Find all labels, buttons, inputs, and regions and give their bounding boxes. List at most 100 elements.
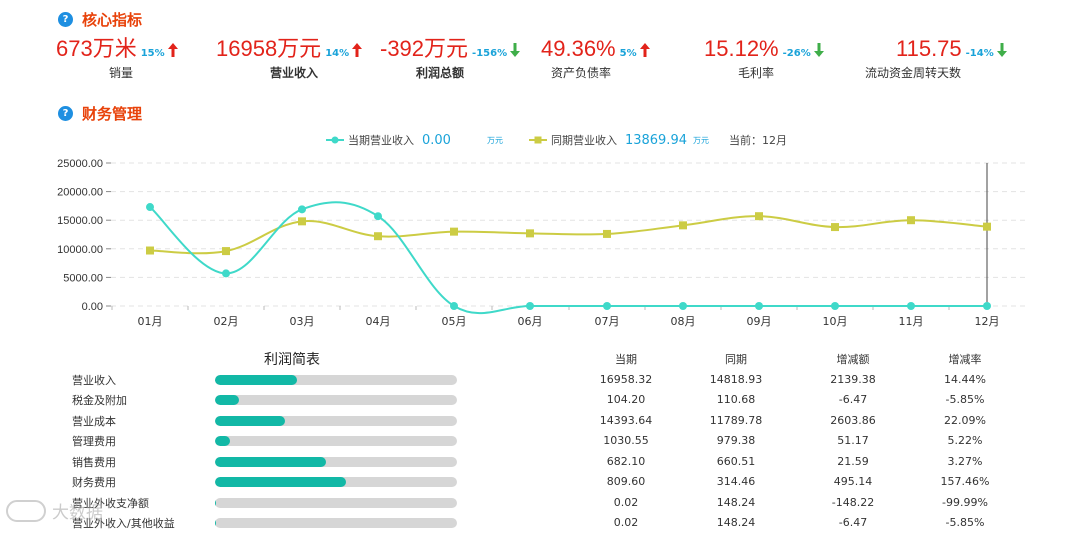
legend-current-unit: 万元 (486, 135, 503, 145)
kpi-sales: 673万米 15% 销量 (56, 36, 178, 86)
core-section-title: 核心指标 (82, 11, 143, 29)
kpi-change: 5% (619, 48, 637, 59)
cell-rate: 157.46% (940, 475, 990, 488)
kpi-change: -14% (965, 48, 994, 59)
legend-prior-unit: 万元 (692, 135, 709, 145)
kpi-value: 673万米 (56, 36, 137, 61)
x-tick-label: 02月 (214, 315, 239, 328)
data-point-current (526, 302, 534, 310)
help-icon[interactable]: ? (58, 12, 73, 27)
cell-diff: -6.47 (838, 516, 868, 529)
cell-rate: 14.44% (944, 373, 986, 386)
kpi-value: 15.12% (704, 36, 779, 61)
kpi-label: 利润总额 (416, 66, 465, 80)
series-line-prior (149, 215, 988, 255)
arrow-down-icon (813, 42, 824, 61)
legend-prior-value: 13869.94 (624, 132, 687, 148)
data-point-prior (755, 212, 763, 221)
table-row[interactable]: 营业外收入/其他收益 0.02 148.24 -6.47 -5.85% (0, 513, 1080, 533)
table-row[interactable]: 营业收入 16958.32 14818.93 2139.38 14.44% (0, 370, 1080, 390)
legend-prior-label: 同期营业收入 (550, 134, 617, 147)
legend-item-prior[interactable]: 同期营业收入 (528, 132, 617, 148)
cell-rate: 5.22% (947, 434, 983, 447)
cell-current: 0.02 (613, 516, 639, 529)
row-label: 税金及附加 (72, 394, 127, 407)
data-point-prior (146, 246, 154, 255)
x-tick-label: 08月 (671, 315, 696, 328)
y-tick-label: 10000.00 (57, 244, 103, 256)
legend-current-swatch (326, 136, 344, 144)
data-point-current (755, 302, 763, 310)
table-row[interactable]: 财务费用 809.60 314.46 495.14 157.46% (0, 472, 1080, 492)
column-header-rate: 增减率 (948, 353, 982, 366)
x-tick-label: 09月 (747, 315, 772, 328)
kpi-debt-ratio: 49.36% 5% 资产负债率 (541, 36, 650, 86)
cell-prior: 148.24 (716, 516, 756, 529)
kpi-revenue: 16958万元 14% 营业收入 (216, 36, 363, 86)
table-row[interactable]: 税金及附加 104.20 110.68 -6.47 -5.85% (0, 390, 1080, 410)
data-point-current (831, 302, 839, 310)
finance-section-header: ? 财务管理 (58, 103, 142, 124)
kpi-profit: -392万元 -156% 利润总额 (380, 36, 521, 86)
data-point-current (983, 302, 991, 310)
series-line-current (149, 201, 987, 315)
data-point-prior (603, 229, 611, 238)
y-tick-label: 25000.00 (57, 158, 103, 170)
cell-current: 104.20 (606, 393, 646, 406)
data-point-current (146, 203, 154, 212)
data-point-current (374, 212, 382, 221)
table-row[interactable]: 管理费用 1030.55 979.38 51.17 5.22% (0, 431, 1080, 451)
watermark-logo-icon (6, 499, 46, 522)
table-row[interactable]: 营业外收支净额 0.02 148.24 -148.22 -99.99% (0, 493, 1080, 513)
progress-bar-track (215, 416, 457, 426)
cell-diff: 21.59 (837, 455, 869, 468)
table-row[interactable]: 销售费用 682.10 660.51 21.59 3.27% (0, 452, 1080, 472)
x-tick-label: 11月 (899, 315, 924, 328)
revenue-line-chart[interactable]: 25000.00 20000.00 15000.00 10000.00 5000.00 0… (0, 150, 1080, 335)
chart-legend: 当期营业收入 0.00 万元 同期营业收入 13869.94 万元 当前：12月 (326, 132, 787, 148)
kpi-label: 营业收入 (270, 66, 319, 80)
x-tick-label: 01月 (138, 315, 163, 328)
progress-bar-track (215, 518, 457, 528)
kpi-turnover-days: 115.75 -14% 流动资金周转天数 (865, 36, 1007, 86)
kpi-label: 资产负债率 (551, 66, 612, 80)
legend-prior-swatch (528, 136, 547, 144)
row-label: 营业外收入/其他收益 (72, 517, 175, 530)
kpi-change: 15% (140, 48, 165, 59)
kpi-gross-margin: 15.12% -26% 毛利率 (704, 36, 824, 86)
cell-current: 682.10 (606, 455, 646, 468)
cell-prior: 660.51 (716, 455, 756, 468)
progress-bar-fill (215, 395, 240, 405)
kpi-change: 14% (325, 48, 350, 59)
cell-current: 1030.55 (603, 434, 649, 447)
legend-item-current[interactable]: 当期营业收入 (326, 132, 414, 148)
data-point-prior (679, 221, 687, 230)
table-row[interactable]: 营业成本 14393.64 11789.78 2603.86 22.09% (0, 411, 1080, 431)
arrow-down-icon (510, 42, 521, 61)
progress-bar-fill (215, 477, 346, 487)
cell-rate: -99.99% (942, 496, 988, 509)
cell-rate: 22.09% (944, 414, 986, 427)
arrow-up-icon (639, 42, 650, 61)
data-point-prior (222, 247, 230, 256)
kpi-value: 115.75 (896, 36, 962, 61)
kpi-label: 毛利率 (738, 66, 775, 80)
data-point-current (222, 269, 230, 278)
watermark-text: 大数据 (52, 503, 103, 523)
column-header-diff: 增减额 (836, 353, 870, 366)
kpi-label: 销量 (109, 66, 134, 80)
data-point-prior (374, 232, 382, 241)
progress-bar-track (215, 436, 457, 446)
row-label: 销售费用 (72, 456, 116, 469)
data-point-prior (983, 222, 991, 231)
cell-diff: -148.22 (831, 496, 875, 509)
progress-bar-fill (215, 416, 286, 426)
data-point-prior (907, 216, 915, 225)
cell-diff: 495.14 (833, 475, 873, 488)
x-tick-label: 04月 (366, 315, 391, 328)
data-point-prior (298, 217, 306, 226)
progress-bar-track (215, 498, 457, 508)
help-icon[interactable]: ? (58, 106, 73, 121)
cell-current: 0.02 (613, 496, 639, 509)
cell-current: 14393.64 (599, 414, 653, 427)
